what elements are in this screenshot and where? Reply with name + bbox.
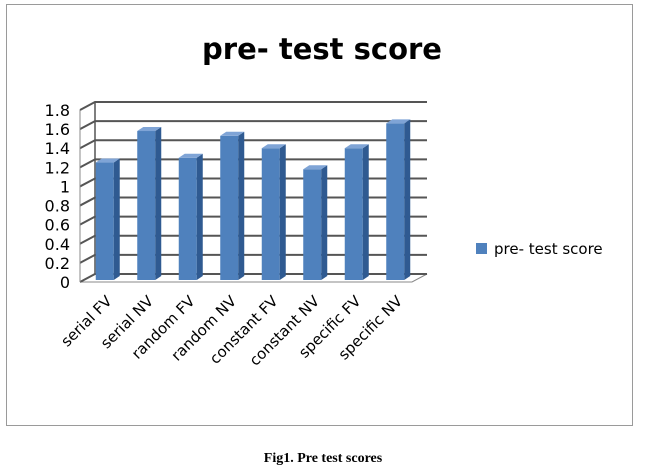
- bar-side: [279, 144, 286, 280]
- bar-top: [303, 165, 328, 170]
- y-tick-label: 1.4: [45, 139, 70, 158]
- bar-top: [137, 127, 162, 132]
- bar: [303, 169, 322, 280]
- bar-side: [404, 119, 411, 280]
- y-tick-label: 0.4: [45, 235, 70, 254]
- bar-side: [155, 127, 162, 281]
- bar: [344, 148, 363, 280]
- y-tick-label: 0.2: [45, 254, 70, 273]
- y-tick-label: 0: [60, 273, 70, 292]
- bar: [386, 123, 405, 280]
- y-tick-label: 0.6: [45, 216, 70, 235]
- bar-top: [386, 119, 411, 124]
- chart-title: pre- test score: [202, 32, 442, 66]
- bar-side: [362, 144, 369, 280]
- bar-side: [238, 131, 245, 280]
- bar-top: [95, 158, 120, 163]
- bar-top: [261, 144, 286, 149]
- bar-top: [178, 153, 203, 158]
- bar-side: [321, 165, 328, 280]
- bar-side: [196, 153, 203, 280]
- legend-entry: pre- test score: [494, 240, 603, 258]
- bar: [137, 131, 156, 280]
- plot-back-wall: [80, 102, 427, 282]
- y-tick-label: 1.6: [45, 120, 70, 139]
- bar: [178, 157, 197, 280]
- y-tick-label: 1.8: [45, 101, 70, 120]
- plot-floor: [79, 273, 428, 283]
- bar: [95, 162, 114, 280]
- bar-top: [220, 131, 245, 136]
- bar: [220, 135, 239, 280]
- y-tick-label: 1.2: [45, 158, 70, 177]
- bar-top: [344, 144, 369, 149]
- legend-swatch: [476, 243, 487, 254]
- bar: [261, 148, 280, 280]
- bar-side: [113, 158, 120, 280]
- figure-caption: Fig1. Pre test scores: [263, 451, 383, 466]
- y-tick-label: 1: [60, 177, 70, 196]
- y-tick-label: 0.8: [45, 197, 70, 216]
